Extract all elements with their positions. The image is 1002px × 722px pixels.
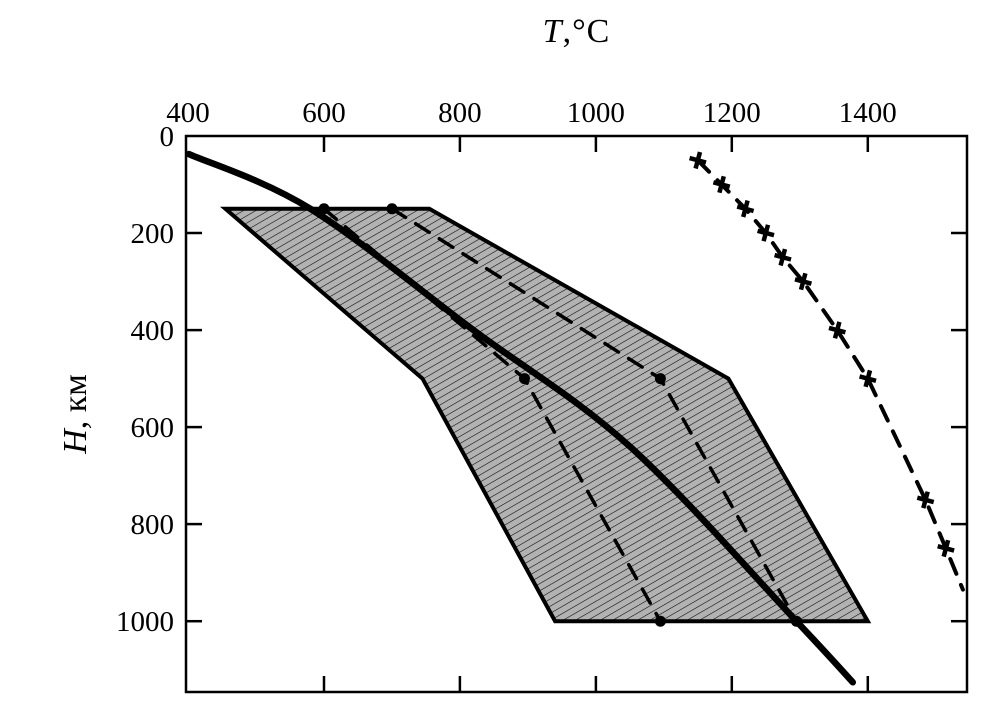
- plus-marker: [757, 224, 775, 242]
- dashed-cross-solidus-line: [695, 158, 965, 592]
- y-axis-title-unit: , км: [57, 374, 94, 430]
- plus-marker: [736, 200, 755, 218]
- y-tick-label: 600: [131, 412, 175, 444]
- y-axis-title: H, км: [57, 374, 95, 454]
- dot-marker: [519, 373, 530, 385]
- y-tick-label: 200: [131, 218, 175, 250]
- x-tick-label: 1000: [567, 97, 625, 129]
- y-tick-label: 0: [160, 121, 175, 153]
- y-tick-label: 800: [131, 509, 175, 541]
- y-axis-title-symbol: H: [57, 429, 94, 454]
- y-tick-label: 1000: [116, 606, 174, 638]
- dot-marker: [386, 203, 398, 215]
- x-axis-title-unit: ,°C: [562, 13, 611, 50]
- x-tick-label: 1200: [703, 97, 761, 129]
- hatched-temperature-band: [220, 206, 872, 624]
- x-tick-label: 600: [302, 97, 346, 129]
- plus-marker: [937, 539, 955, 558]
- y-tick-label: 400: [131, 315, 175, 347]
- plus-marker: [828, 321, 846, 339]
- x-tick-label: 400: [166, 97, 210, 129]
- x-axis-title: T,°C: [186, 13, 967, 51]
- dot-marker: [654, 373, 666, 385]
- plus-marker: [689, 151, 707, 170]
- x-tick-label: 1400: [839, 97, 897, 129]
- dot-marker: [654, 615, 666, 627]
- dot-marker: [318, 203, 330, 215]
- dot-marker: [790, 615, 802, 627]
- x-tick-label: 800: [438, 97, 482, 129]
- plus-marker: [859, 369, 877, 388]
- plus-marker: [774, 248, 792, 267]
- plus-marker: [916, 491, 935, 509]
- plot-border: [184, 134, 969, 694]
- plus-marker: [712, 175, 731, 194]
- plus-marker: [794, 272, 812, 291]
- x-axis-title-symbol: T: [542, 13, 563, 50]
